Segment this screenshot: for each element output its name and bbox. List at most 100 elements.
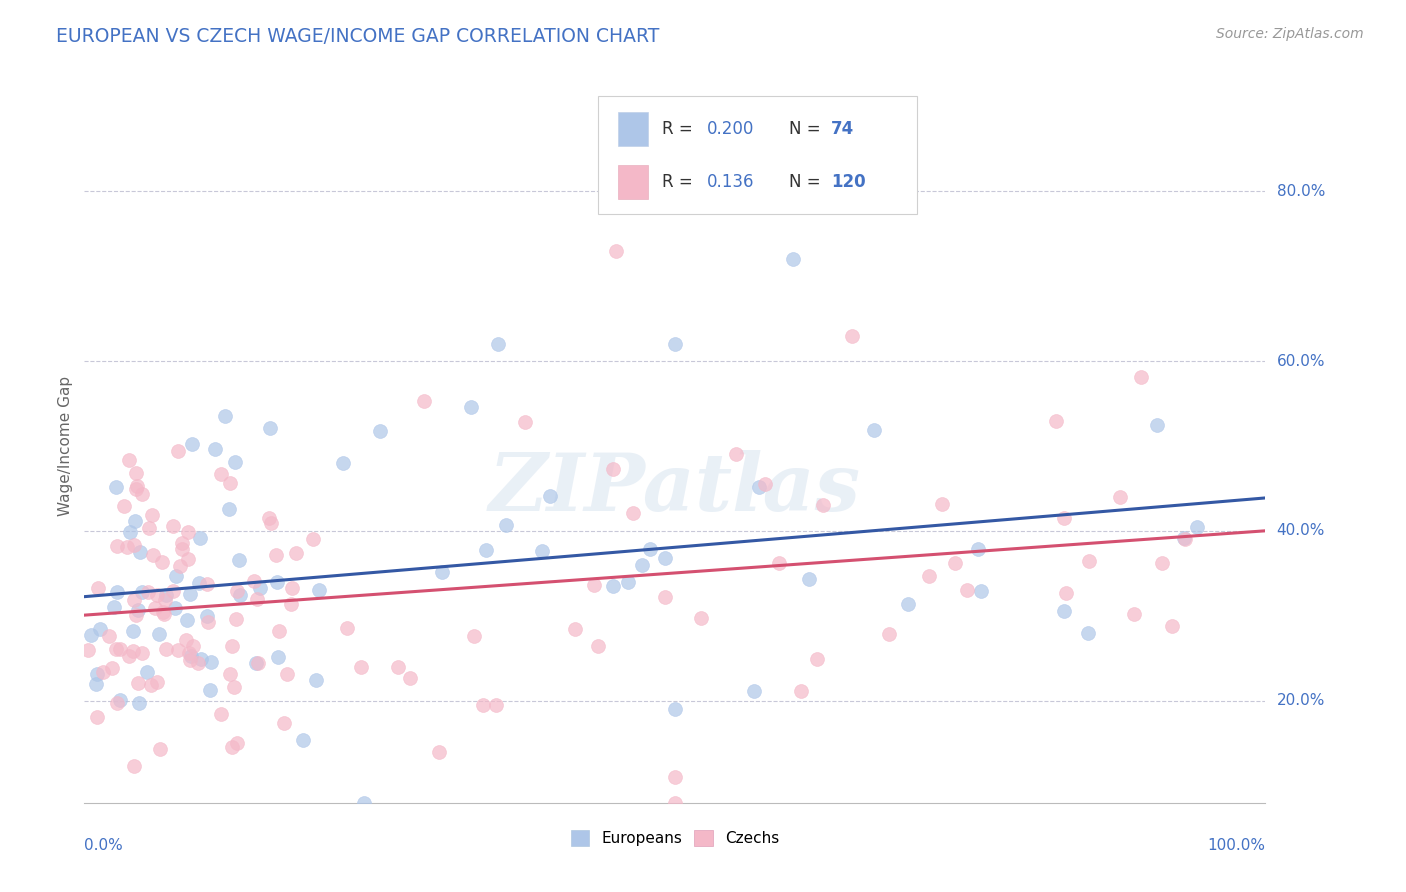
Bar bbox=[619, 165, 648, 200]
Point bbox=[105, 696, 128, 710]
Point bbox=[877, 627, 900, 641]
Point bbox=[138, 585, 160, 599]
Point bbox=[748, 480, 770, 494]
Point bbox=[1077, 626, 1099, 640]
Point bbox=[246, 591, 269, 606]
Text: 80.0%: 80.0% bbox=[1277, 184, 1324, 199]
Point bbox=[224, 455, 246, 469]
Point bbox=[155, 641, 177, 656]
Point bbox=[463, 629, 485, 643]
Point bbox=[515, 415, 537, 429]
Point bbox=[174, 633, 197, 648]
Point bbox=[127, 479, 149, 493]
Point bbox=[768, 556, 790, 570]
Point bbox=[167, 444, 190, 458]
Legend: Europeans, Czechs: Europeans, Czechs bbox=[565, 824, 785, 852]
Point bbox=[177, 552, 200, 566]
Point bbox=[754, 477, 776, 491]
Point bbox=[1078, 554, 1101, 568]
Point bbox=[228, 552, 250, 566]
Text: R =: R = bbox=[662, 173, 697, 191]
Point bbox=[89, 622, 111, 636]
Point bbox=[943, 556, 966, 570]
Point bbox=[117, 540, 139, 554]
Point bbox=[267, 649, 290, 664]
Point bbox=[218, 501, 240, 516]
Point bbox=[605, 244, 627, 258]
Point bbox=[79, 628, 101, 642]
Point bbox=[187, 575, 209, 590]
Point bbox=[841, 328, 863, 343]
Point bbox=[249, 581, 271, 595]
Point bbox=[179, 653, 201, 667]
Point bbox=[108, 693, 131, 707]
Point bbox=[664, 796, 686, 810]
Point bbox=[267, 624, 290, 638]
Point bbox=[176, 613, 198, 627]
Point bbox=[162, 519, 184, 533]
Point bbox=[141, 678, 163, 692]
Point bbox=[1054, 586, 1077, 600]
Point bbox=[582, 578, 605, 592]
Point bbox=[243, 574, 266, 588]
Point bbox=[245, 656, 267, 670]
Text: N =: N = bbox=[789, 120, 827, 138]
Point bbox=[221, 639, 243, 653]
Point bbox=[136, 665, 159, 680]
Point bbox=[690, 610, 713, 624]
Point bbox=[162, 583, 184, 598]
Point bbox=[138, 520, 160, 534]
Point bbox=[118, 453, 141, 467]
Point bbox=[790, 684, 813, 698]
Point bbox=[460, 400, 482, 414]
Point bbox=[177, 525, 200, 540]
Point bbox=[273, 715, 295, 730]
Point bbox=[472, 698, 495, 712]
Point bbox=[127, 603, 149, 617]
Point bbox=[209, 706, 232, 721]
Text: 0.136: 0.136 bbox=[707, 173, 754, 191]
Point bbox=[124, 466, 146, 480]
Point bbox=[654, 591, 676, 605]
Point bbox=[225, 736, 247, 750]
Point bbox=[280, 597, 302, 611]
Point bbox=[165, 569, 187, 583]
Point bbox=[150, 555, 173, 569]
Point bbox=[112, 500, 135, 514]
Point bbox=[281, 582, 304, 596]
Text: ZIPatlas: ZIPatlas bbox=[489, 450, 860, 527]
Point bbox=[586, 639, 609, 653]
Point bbox=[742, 684, 765, 698]
Point bbox=[1053, 604, 1076, 618]
Point bbox=[257, 510, 280, 524]
Y-axis label: Wage/Income Gap: Wage/Income Gap bbox=[58, 376, 73, 516]
Point bbox=[797, 572, 820, 586]
Point bbox=[155, 588, 177, 602]
Point bbox=[602, 461, 624, 475]
Point bbox=[145, 601, 167, 615]
Point bbox=[638, 541, 661, 556]
Point bbox=[122, 759, 145, 773]
Point bbox=[169, 559, 191, 574]
Point bbox=[105, 642, 128, 657]
Point bbox=[84, 677, 107, 691]
Point bbox=[209, 467, 232, 482]
Point bbox=[412, 394, 434, 409]
Point bbox=[229, 588, 252, 602]
Point bbox=[225, 612, 247, 626]
Point bbox=[475, 542, 498, 557]
Point bbox=[155, 593, 177, 607]
Point bbox=[1130, 369, 1153, 384]
Point bbox=[427, 745, 450, 759]
Point bbox=[221, 739, 243, 754]
Point bbox=[308, 582, 330, 597]
Point bbox=[105, 539, 128, 553]
Point bbox=[538, 489, 561, 503]
Point bbox=[863, 423, 886, 437]
Point bbox=[897, 598, 920, 612]
Bar bbox=[619, 112, 648, 146]
Point bbox=[124, 538, 146, 552]
Point bbox=[87, 581, 110, 595]
Point bbox=[430, 565, 453, 579]
Point bbox=[285, 546, 308, 560]
